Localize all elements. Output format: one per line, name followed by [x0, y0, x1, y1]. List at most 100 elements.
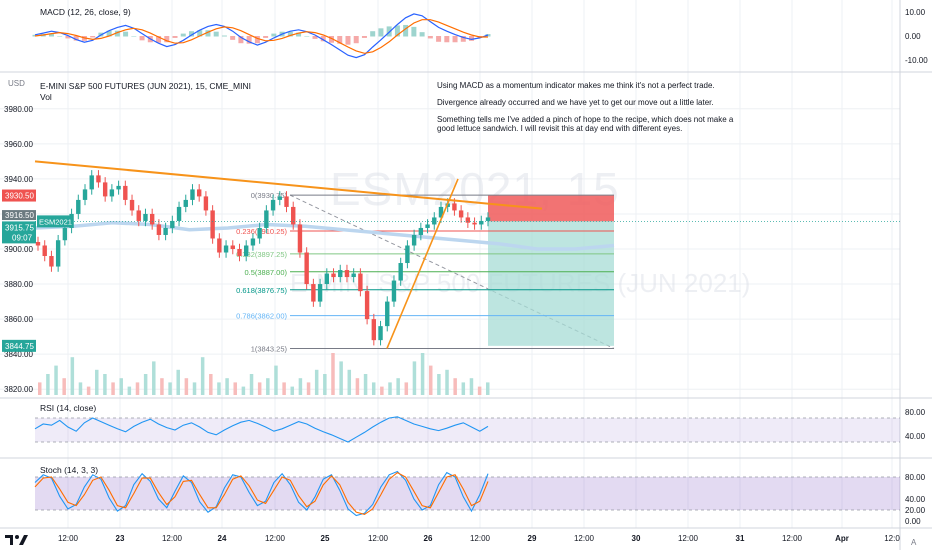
price-axis-tick: 3880.00 [4, 280, 33, 289]
rsi-label: RSI (14, close) [40, 403, 96, 413]
time-axis-label: 29 [528, 534, 537, 543]
macd-histogram-bar [197, 30, 203, 37]
price-tag-high-text: 3930.50 [5, 192, 34, 201]
time-axis-label: 12:00 [265, 534, 286, 543]
projection-dashed-line[interactable] [289, 194, 615, 349]
macd-pane[interactable] [32, 13, 491, 59]
profit-target-zone[interactable] [488, 221, 614, 346]
volume-bar [323, 374, 327, 395]
candle-body [465, 217, 471, 223]
stop-loss-zone[interactable] [488, 195, 614, 222]
time-axis-label: 12:00 [162, 534, 183, 543]
candle-body [116, 185, 121, 190]
macd-histogram-bar [427, 36, 433, 39]
symbol-tag[interactable] [37, 215, 71, 228]
candle-body [472, 222, 477, 225]
macd-histogram-bar [469, 36, 475, 41]
macd-histogram-bar [139, 36, 145, 41]
volume-bar [477, 386, 482, 395]
candle-body [485, 217, 491, 221]
time-axis-label: Apr [835, 534, 849, 543]
volume-bar [233, 382, 237, 395]
candle-body [324, 273, 330, 285]
macd-histogram-bar [452, 36, 458, 43]
macd-signal-line [34, 19, 488, 54]
volume-bar [176, 369, 180, 395]
volume-bar [355, 378, 360, 395]
rsi-pane[interactable] [34, 416, 900, 443]
time-axis-label: 12:00 [678, 534, 699, 543]
time-axis[interactable]: 12:00 23 12:00 24 12:00 25 12:00 26 12:00 29 12:00… [58, 534, 900, 543]
price-tag-mid[interactable] [2, 210, 36, 221]
log-toggle[interactable]: A [911, 538, 917, 547]
macd-histogram-bar [263, 36, 269, 38]
resistance-trendline[interactable] [34, 160, 543, 210]
idea-annotation[interactable]: Using MACD as a momentum indicator makes… [437, 81, 737, 141]
volume-bar [119, 378, 123, 395]
volume-bar [314, 369, 319, 395]
macd-histogram-bar [320, 36, 326, 42]
volume-bar [469, 378, 474, 395]
macd-histogram-bar [238, 36, 244, 44]
candle-body [479, 220, 484, 225]
time-axis-label: 25 [321, 534, 330, 543]
macd-histogram-bar [271, 33, 277, 37]
volume-bar [363, 374, 368, 395]
symbol-tag-text: ESM2021 [39, 217, 72, 226]
price-axis-tick: 3820.00 [4, 385, 33, 394]
candle-body [411, 234, 417, 246]
candle-body [203, 196, 209, 211]
volume-bar [103, 374, 107, 395]
tradingview-logo-icon[interactable] [4, 533, 30, 547]
candle-body [418, 227, 424, 235]
support-trendline[interactable] [386, 178, 459, 349]
volume-bar [70, 357, 75, 395]
price-pane[interactable]: ESM2021, 15 E-MINI S&P 500 FUTURES (JUN … [34, 160, 900, 395]
price-tag-high[interactable] [2, 189, 36, 202]
time-axis-label: 24 [218, 534, 227, 543]
macd-histogram-bar [213, 31, 219, 37]
macd-histogram-bar [312, 36, 318, 39]
candle-body [102, 182, 108, 197]
symbol-title[interactable]: E-MINI S&P 500 FUTURES (JUN 2021), 15, C… [40, 81, 251, 91]
volume-bar [78, 382, 83, 395]
macd-histogram-bar [287, 31, 293, 37]
candle-body [257, 227, 262, 239]
volume-bar [200, 357, 205, 395]
stoch-pane[interactable] [34, 470, 900, 517]
candle-body [291, 206, 296, 225]
candle-body [264, 210, 269, 228]
price-axis-tick: 3960.00 [4, 140, 33, 149]
volume-bar [380, 386, 384, 395]
candle-body [230, 245, 235, 249]
volume-bar [461, 382, 466, 395]
volume-label: Vol [40, 92, 52, 102]
volume-bar [290, 386, 295, 395]
macd-histogram-bar [156, 36, 162, 43]
volume-bar [168, 382, 172, 395]
candle-body [143, 213, 148, 221]
annotation-line-2: Divergence already occurred and we have … [437, 98, 714, 107]
candle-body [344, 270, 350, 278]
candle-body [149, 213, 155, 225]
price-tag-low[interactable] [2, 339, 36, 352]
candle-body [385, 301, 390, 327]
macd-histogram-bar [353, 36, 359, 44]
volume-bar [388, 382, 392, 395]
price-tag-last[interactable] [2, 221, 36, 244]
candle-body [378, 326, 383, 341]
macd-histogram-bar [57, 36, 63, 37]
macd-histogram-bar [114, 30, 120, 37]
grid [0, 0, 900, 528]
macd-histogram-bar [304, 36, 310, 37]
time-axis-label: 12:0 [884, 534, 900, 543]
stoch-axis-tick: 80.00 [905, 473, 926, 482]
volume-bar [428, 365, 433, 395]
candle-body [55, 240, 61, 267]
price-axis[interactable]: 10.000.00-10.003980.003960.003940.003920… [2, 8, 928, 526]
candle-body [331, 273, 336, 278]
candle-body [217, 238, 222, 253]
